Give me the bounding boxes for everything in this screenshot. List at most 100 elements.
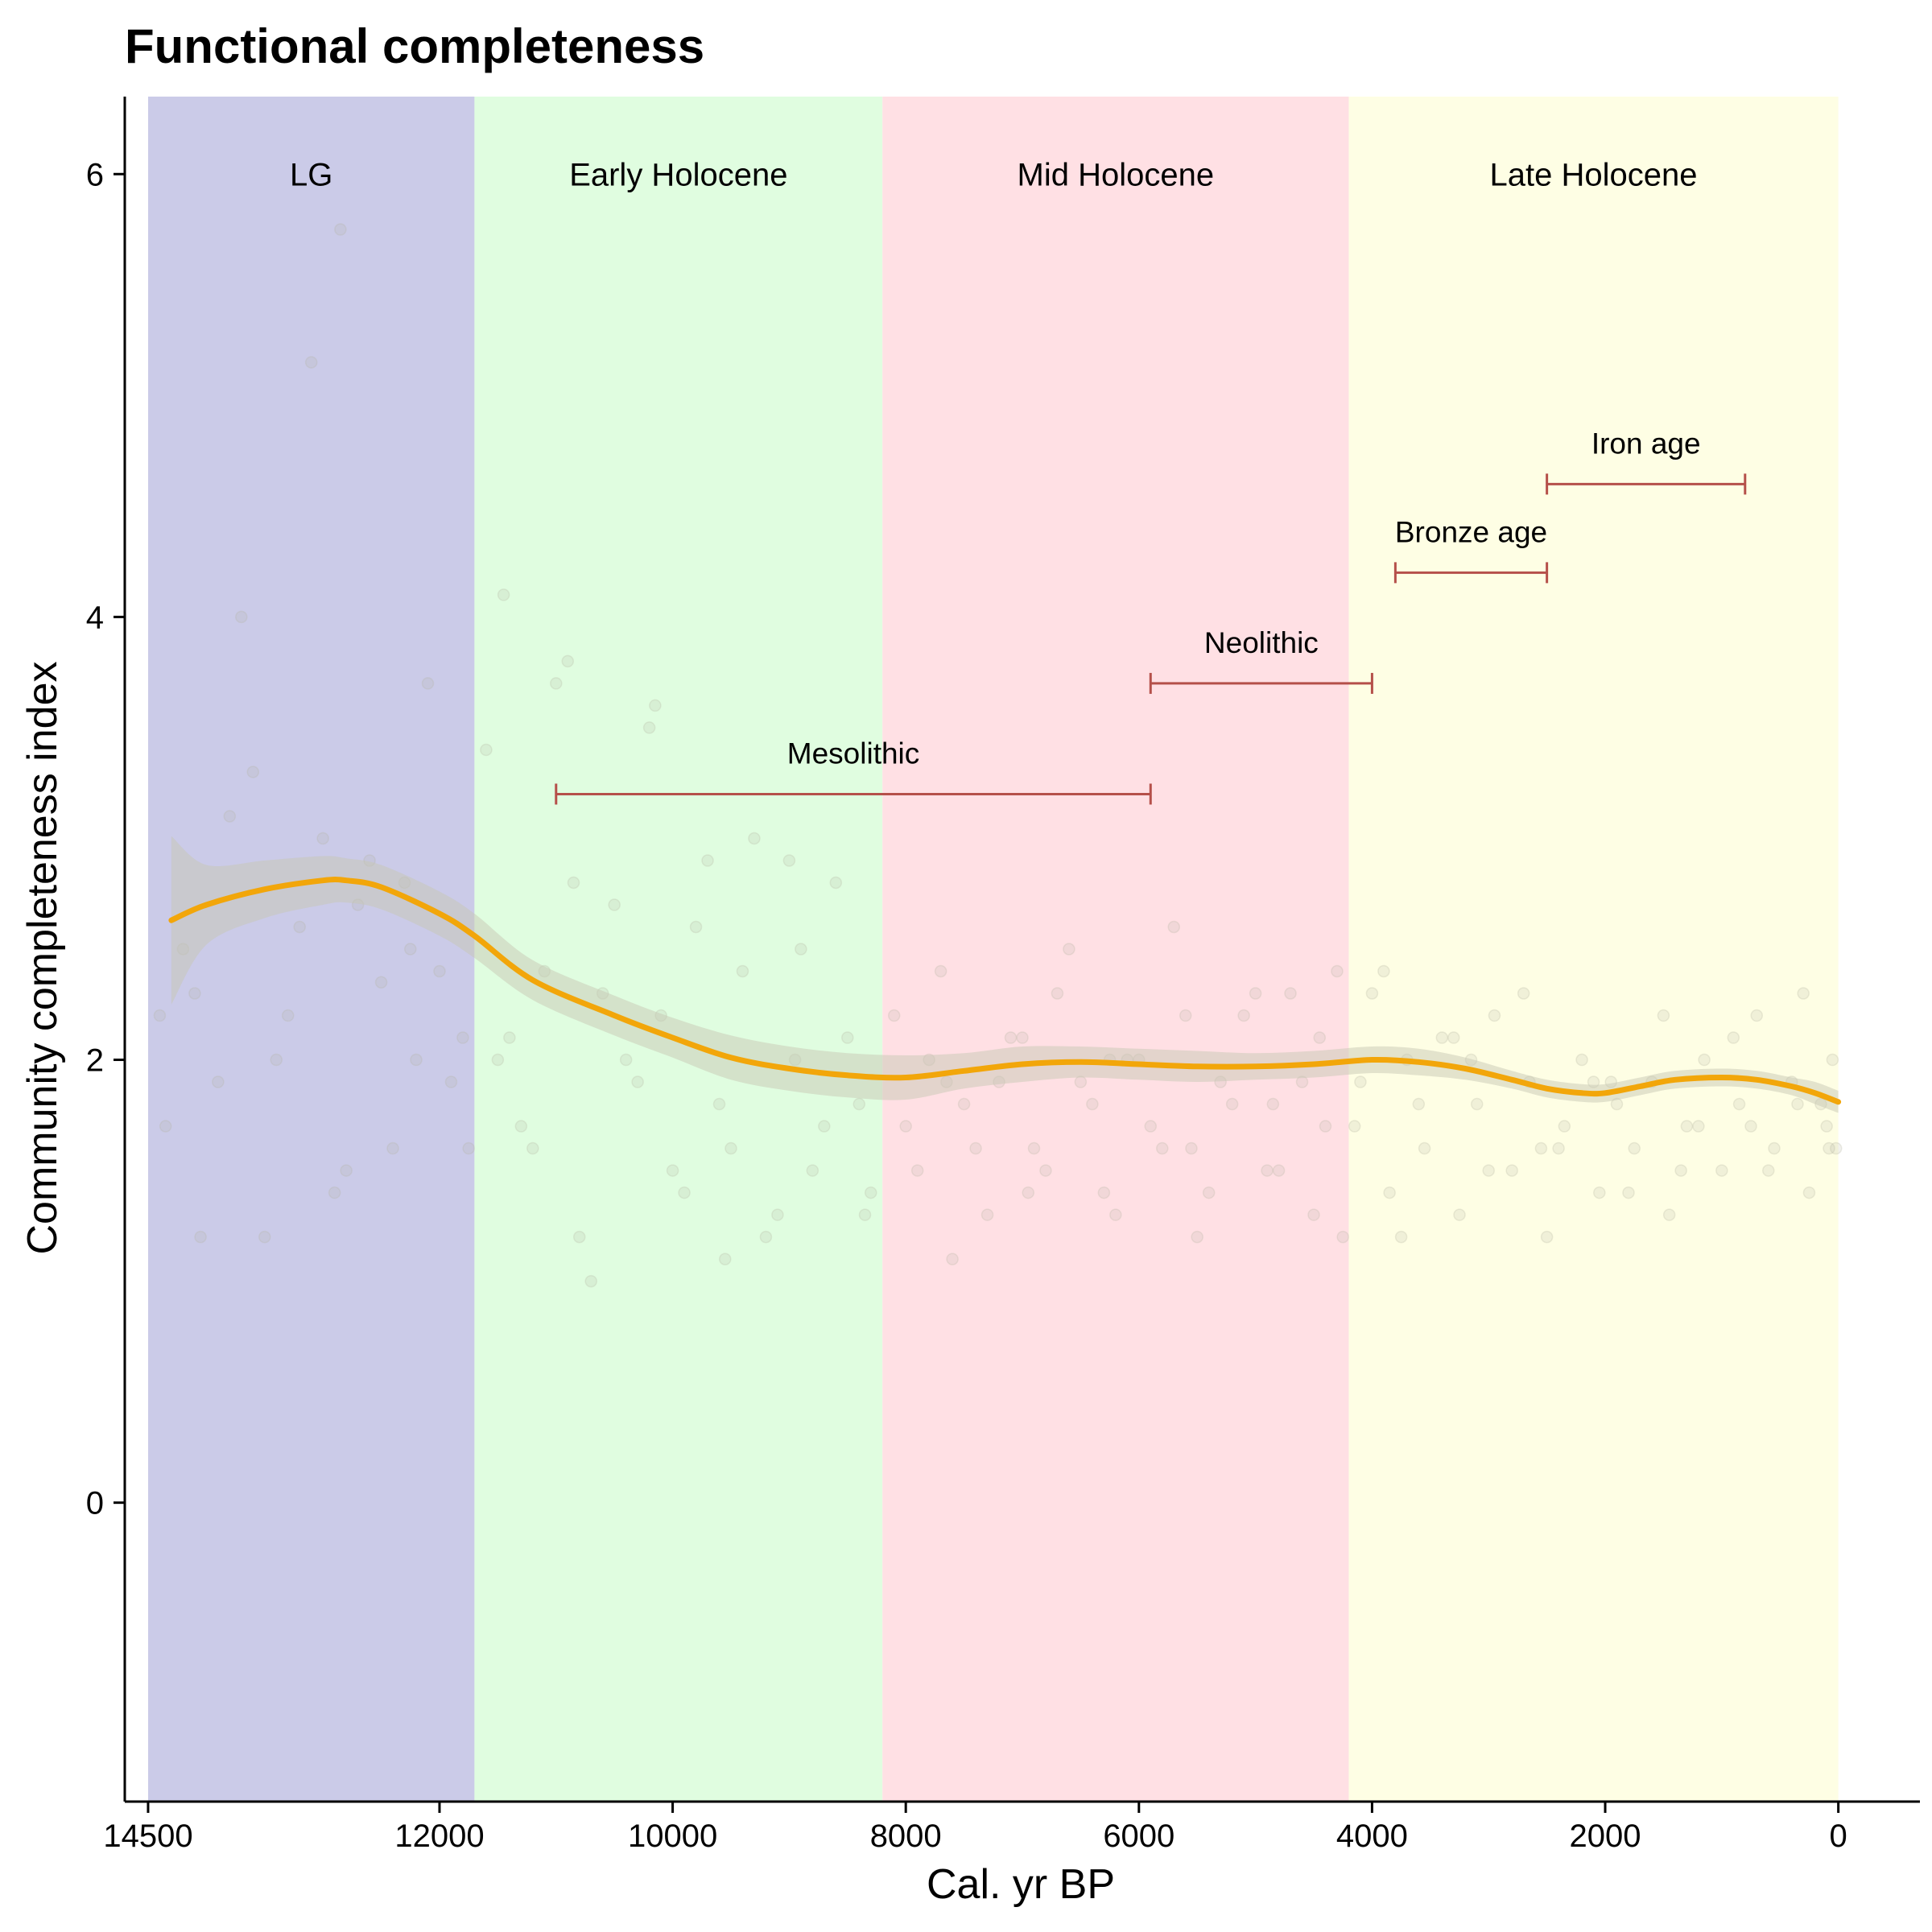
- data-point: [1261, 1164, 1274, 1177]
- data-point: [1453, 1208, 1466, 1221]
- data-point: [526, 1141, 539, 1155]
- data-point: [480, 743, 493, 757]
- data-point: [980, 1208, 994, 1221]
- data-point: [316, 832, 329, 845]
- period-label-late-holocene: Late Holocene: [1490, 157, 1698, 192]
- data-point: [153, 1009, 167, 1022]
- age-range-iron-age: Iron age: [1546, 427, 1747, 495]
- data-point: [1319, 1120, 1332, 1133]
- data-point: [957, 1097, 971, 1111]
- data-point: [1698, 1053, 1711, 1067]
- x-tick-label: 10000: [628, 1818, 717, 1854]
- data-point: [1185, 1141, 1198, 1155]
- data-point: [246, 766, 260, 778]
- data-point: [444, 1075, 458, 1088]
- data-point: [759, 1230, 773, 1244]
- data-point: [1156, 1141, 1169, 1155]
- x-tick-label: 12000: [394, 1818, 484, 1854]
- data-point: [1558, 1120, 1571, 1133]
- data-point: [421, 677, 435, 690]
- data-point: [514, 1120, 528, 1133]
- data-point: [1657, 1009, 1670, 1022]
- scatter-points: [153, 223, 1843, 1288]
- data-point: [1331, 964, 1344, 978]
- data-point: [1383, 1186, 1396, 1199]
- data-point: [281, 1009, 295, 1022]
- age-range-bronze-age: Bronze age: [1393, 515, 1549, 584]
- data-point: [1470, 1097, 1484, 1111]
- data-point: [1762, 1164, 1775, 1177]
- data-point: [1797, 987, 1810, 1000]
- data-point: [1820, 1120, 1833, 1133]
- data-point: [1517, 987, 1530, 1000]
- data-point: [1249, 987, 1262, 1000]
- data-point: [795, 943, 807, 956]
- data-point: [1727, 1031, 1740, 1044]
- data-point: [1202, 1186, 1216, 1199]
- data-point: [1593, 1186, 1606, 1199]
- data-point: [1167, 920, 1180, 934]
- data-point: [818, 1120, 831, 1133]
- data-point: [1051, 987, 1064, 1000]
- data-point: [572, 1230, 586, 1244]
- cultural-age-ranges: Mesolithic Neolithic Bronze age Iron age: [555, 427, 1747, 805]
- data-point: [561, 654, 575, 668]
- data-point: [1622, 1186, 1635, 1199]
- age-label-neolithic: Neolithic: [1204, 626, 1319, 659]
- data-point: [701, 854, 714, 867]
- data-point: [1826, 1053, 1839, 1067]
- data-point: [584, 1274, 597, 1288]
- data-point: [865, 1186, 877, 1199]
- period-band-mid-holocene: [882, 97, 1349, 1802]
- age-range-mesolithic: Mesolithic: [555, 737, 1152, 805]
- data-point: [736, 964, 749, 978]
- data-point: [748, 832, 761, 845]
- data-point: [1505, 1164, 1518, 1177]
- data-point: [1191, 1230, 1203, 1244]
- data-point: [1534, 1141, 1548, 1155]
- data-point: [223, 810, 237, 823]
- data-point: [1377, 964, 1390, 978]
- data-point: [503, 1031, 516, 1044]
- data-point: [946, 1253, 959, 1265]
- data-point: [491, 1053, 505, 1067]
- data-point: [858, 1208, 872, 1221]
- data-point: [235, 610, 248, 624]
- data-point: [969, 1141, 982, 1155]
- data-point: [1016, 1031, 1029, 1044]
- data-point: [852, 1097, 866, 1111]
- data-point: [1435, 1031, 1449, 1044]
- period-band-lg: [147, 97, 475, 1802]
- data-point: [1540, 1230, 1554, 1244]
- data-point: [293, 920, 306, 934]
- data-point: [1004, 1031, 1018, 1044]
- data-point: [1692, 1120, 1705, 1133]
- data-point: [1732, 1097, 1746, 1111]
- data-point: [1354, 1075, 1367, 1088]
- y-axis-title: Community completeness index: [19, 662, 66, 1255]
- data-point: [642, 721, 656, 734]
- data-point: [666, 1164, 679, 1177]
- data-point: [159, 1120, 172, 1133]
- data-point: [1791, 1097, 1804, 1111]
- data-point: [1447, 1031, 1460, 1044]
- data-point: [188, 987, 201, 1000]
- data-point: [1575, 1053, 1588, 1067]
- data-point: [334, 223, 347, 236]
- data-point: [404, 943, 417, 956]
- data-point: [433, 964, 446, 978]
- data-point: [1144, 1120, 1158, 1133]
- data-point: [1284, 987, 1297, 1000]
- data-point: [649, 699, 662, 712]
- data-point: [340, 1164, 353, 1177]
- data-point: [1829, 1141, 1843, 1155]
- y-tick-label: 4: [86, 600, 104, 635]
- chart-title: Functional completeness: [125, 19, 704, 73]
- smooth-line: [168, 877, 1842, 1105]
- period-bands: LG Early Holocene Mid Holocene Late Holocen…: [147, 97, 1839, 1802]
- period-band-late-holocene: [1348, 97, 1839, 1802]
- data-point: [1348, 1120, 1361, 1133]
- data-point: [724, 1141, 737, 1155]
- data-point: [1750, 1009, 1764, 1022]
- data-point: [689, 920, 703, 934]
